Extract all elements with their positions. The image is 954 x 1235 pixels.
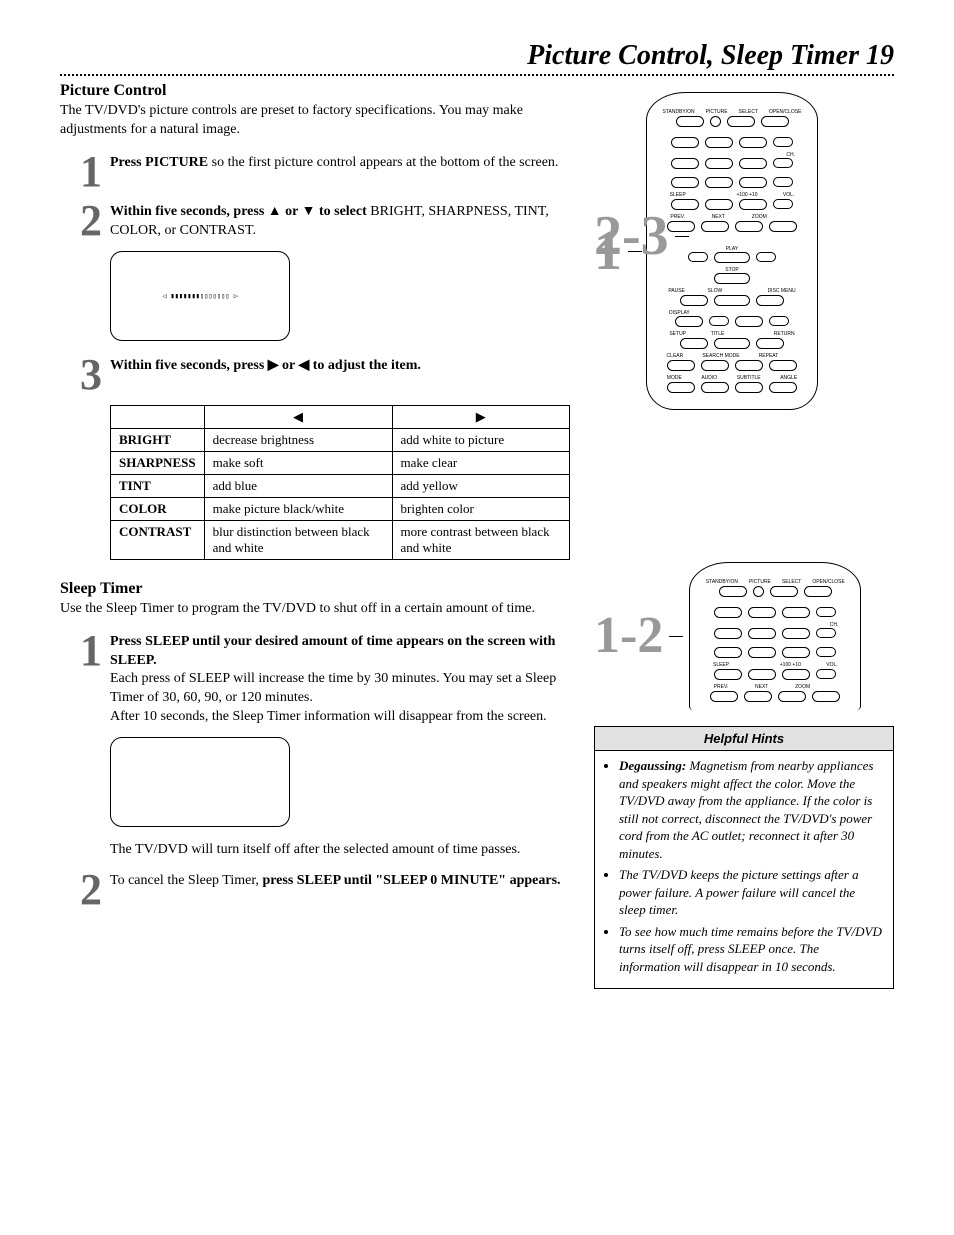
picture-control-heading: Picture Control	[60, 82, 570, 100]
callout-1-2: 1-2	[594, 610, 663, 662]
page-title: Picture Control, Sleep Timer 19	[60, 40, 894, 72]
table-row: TINT add blue add yellow	[111, 474, 570, 497]
step-number-3: 3	[60, 355, 102, 395]
table-row: SHARPNESS make soft make clear	[111, 451, 570, 474]
sleep-timer-intro: Use the Sleep Timer to program the TV/DV…	[60, 600, 570, 619]
helpful-hints-box: Helpful Hints Degaussing: Magnetism from…	[594, 726, 894, 989]
dotted-divider	[60, 74, 894, 76]
table-row: CONTRAST blur distinction between black …	[111, 520, 570, 559]
sleep-timer-heading: Sleep Timer	[60, 580, 570, 598]
remote-full: STANDBY/ONPICTURESELECTOPEN/CLOSE CH. SL…	[646, 92, 818, 410]
pc-step3-text: Within five seconds, press ▶ or ◀ to adj…	[110, 355, 570, 376]
callout-2-3: 2-3	[594, 208, 669, 264]
st-step1-text: Press SLEEP until your desired amount of…	[110, 631, 570, 727]
hint-item: Degaussing: Magnetism from nearby applia…	[619, 757, 883, 862]
right-arrow-header: ▶	[476, 409, 486, 424]
table-row: BRIGHT decrease brightness add white to …	[111, 428, 570, 451]
picture-adjust-table: ◀ ▶ BRIGHT decrease brightness add white…	[110, 405, 570, 560]
st-step2-text: To cancel the Sleep Timer, press SLEEP u…	[110, 870, 570, 891]
hint-item: The TV/DVD keeps the picture settings af…	[619, 866, 883, 919]
callout-line	[675, 236, 689, 237]
st-step-number-1: 1	[60, 631, 102, 671]
screen-illustration-slider: ◁ ▮▮▮▮▮▮▮▯▯▯▯▯▯▯ ▷	[110, 251, 290, 341]
step-number-1: 1	[60, 152, 102, 192]
callout-line	[669, 636, 683, 637]
table-row: COLOR make picture black/white brighten …	[111, 497, 570, 520]
hint-item: To see how much time remains before the …	[619, 923, 883, 976]
left-arrow-header: ◀	[293, 409, 303, 424]
st-step1-note: The TV/DVD will turn itself off after th…	[110, 841, 570, 860]
remote-partial: STANDBY/ONPICTURESELECTOPEN/CLOSE CH. SL…	[689, 562, 861, 710]
slider-graphic: ◁ ▮▮▮▮▮▮▮▯▯▯▯▯▯▯ ▷	[162, 292, 238, 300]
step-number-2: 2	[60, 201, 102, 241]
helpful-hints-title: Helpful Hints	[595, 727, 893, 751]
st-step-number-2: 2	[60, 870, 102, 910]
pc-step1-text: Press PICTURE so the first picture contr…	[110, 152, 570, 173]
picture-control-intro: The TV/DVD's picture controls are preset…	[60, 102, 570, 140]
pc-step2-text: Within five seconds, press ▲ or ▼ to sel…	[110, 201, 570, 241]
screen-illustration-blank	[110, 737, 290, 827]
